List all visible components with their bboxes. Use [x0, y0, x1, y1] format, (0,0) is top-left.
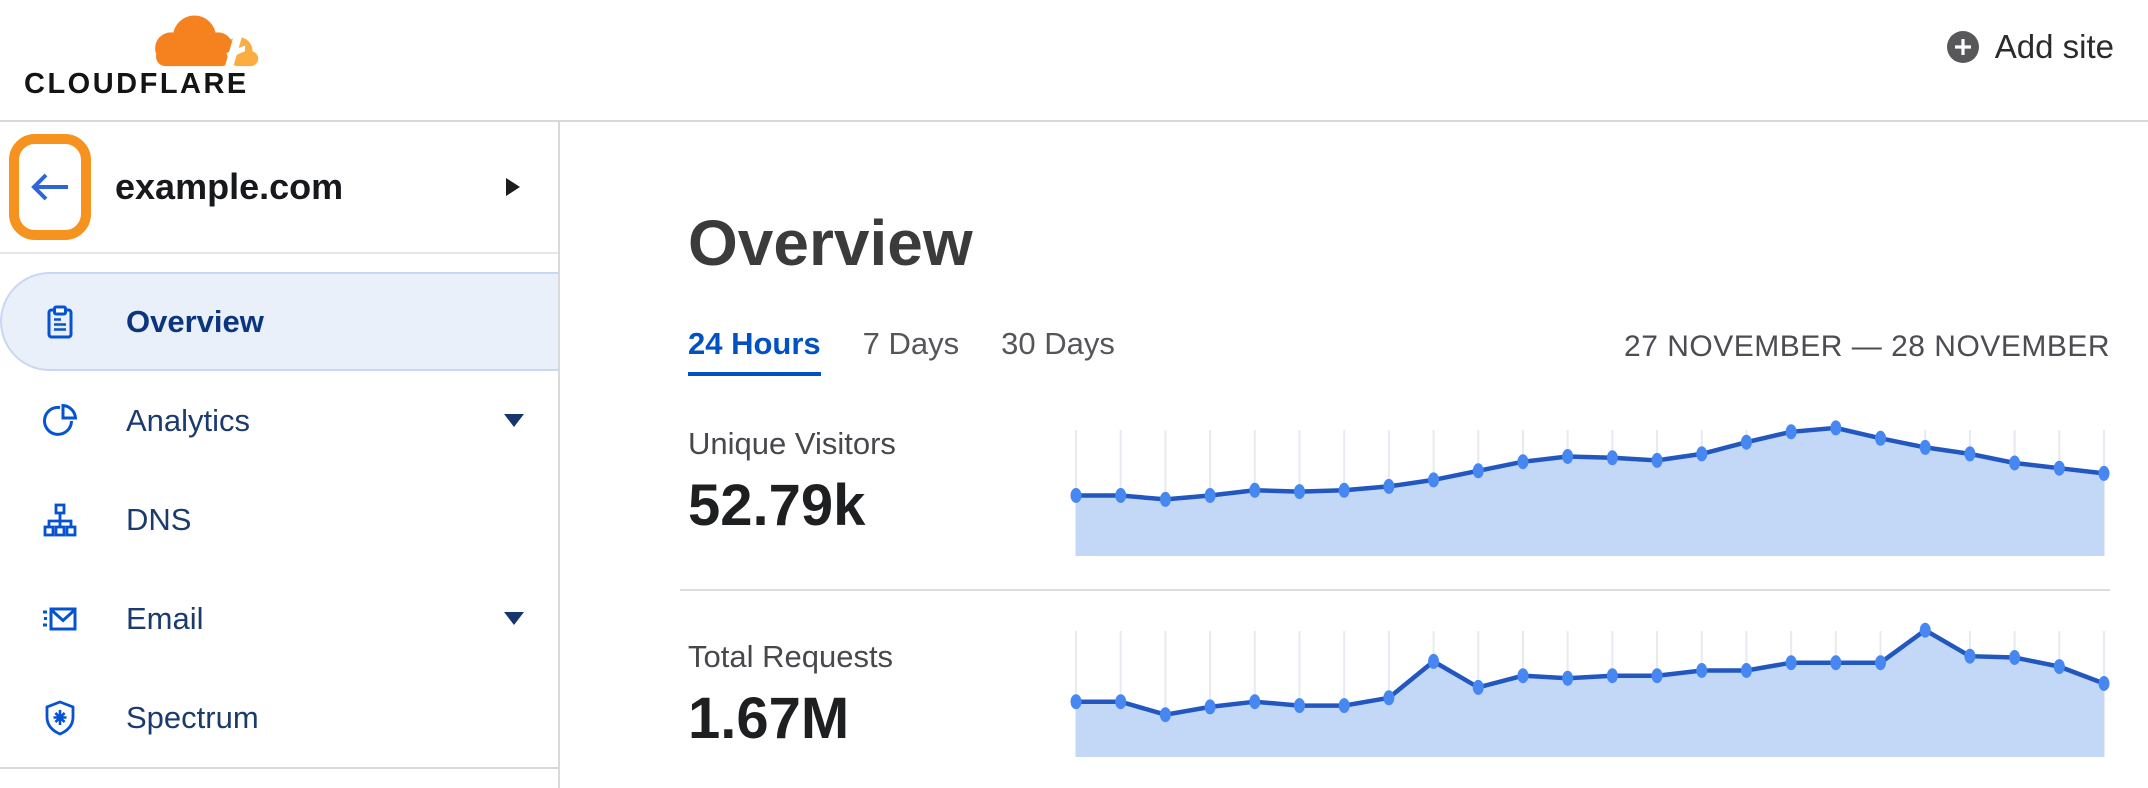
sidebar-item-label: Analytics [126, 402, 251, 438]
arrow-left-icon [31, 173, 68, 201]
metric-info: Total Requests 1.67M [688, 607, 1070, 772]
shield-icon [45, 700, 75, 736]
sitemap-icon [43, 503, 77, 536]
sidebar-item-label: Spectrum [126, 699, 259, 735]
sidebar-item-label: Email [126, 600, 204, 636]
metric-label: Total Requests [688, 639, 894, 674]
metric-value: 1.67M [688, 686, 850, 751]
total-requests-row: Total Requests 1.67M [688, 607, 2110, 772]
sidebar-item-spectrum[interactable]: Spectrum [0, 668, 558, 767]
sidebar-item-label: DNS [126, 501, 192, 537]
main-content: Overview 24 Hours 7 Days 30 Days 27 NOVE… [562, 122, 2148, 788]
sidebar-item-email[interactable]: Email [0, 569, 558, 668]
metrics-section: Unique Visitors 52.79k Total Requests 1.… [680, 406, 2110, 772]
sidebar-item-label: Overview [126, 303, 264, 339]
sidebar-item-dns[interactable]: DNS [0, 470, 558, 569]
tab-30-days[interactable]: 30 Days [1001, 326, 1115, 361]
add-site-button[interactable]: Add site [1946, 28, 2114, 66]
back-button[interactable] [28, 170, 72, 204]
chevron-down-icon [504, 414, 524, 427]
unique-visitors-row: Unique Visitors 52.79k [688, 406, 2110, 571]
time-range-tabs: 24 Hours 7 Days 30 Days 27 NOVEMBER — 28… [688, 326, 2110, 378]
tab-24-hours[interactable]: 24 Hours [688, 326, 821, 376]
date-range-label: 27 NOVEMBER — 28 NOVEMBER [1624, 330, 2110, 363]
sidebar-item-overview[interactable]: Overview [0, 272, 558, 371]
site-name[interactable]: example.com [115, 166, 344, 207]
total-requests-sparkline [1070, 622, 2110, 757]
sidebar-nav: Overview Analytics DNS [0, 254, 558, 767]
page-title: Overview [688, 207, 973, 279]
row-divider [680, 589, 2110, 591]
chevron-right-icon[interactable] [506, 178, 520, 196]
add-site-label: Add site [1994, 28, 2114, 65]
annotation-highlight-box [9, 134, 91, 240]
metric-info: Unique Visitors 52.79k [688, 406, 1070, 571]
sidebar: example.com Overview Analytics [0, 122, 560, 788]
sidebar-divider [0, 767, 558, 769]
tab-7-days[interactable]: 7 Days [862, 326, 960, 361]
site-selector-row: example.com [0, 122, 558, 254]
metric-label: Unique Visitors [688, 426, 896, 461]
metric-value: 52.79k [688, 473, 866, 538]
cloudflare-wordmark: CLOUDFLARE [24, 68, 249, 100]
email-icon [43, 607, 77, 630]
chevron-down-icon [504, 612, 524, 625]
app-header: CLOUDFLARE Add site [0, 0, 2148, 122]
unique-visitors-sparkline [1070, 420, 2110, 556]
cloudflare-cloud-icon [155, 15, 259, 68]
pie-chart-icon [43, 403, 78, 436]
sidebar-item-analytics[interactable]: Analytics [0, 371, 558, 470]
clipboard-icon [47, 305, 73, 338]
plus-icon [1946, 31, 1979, 63]
